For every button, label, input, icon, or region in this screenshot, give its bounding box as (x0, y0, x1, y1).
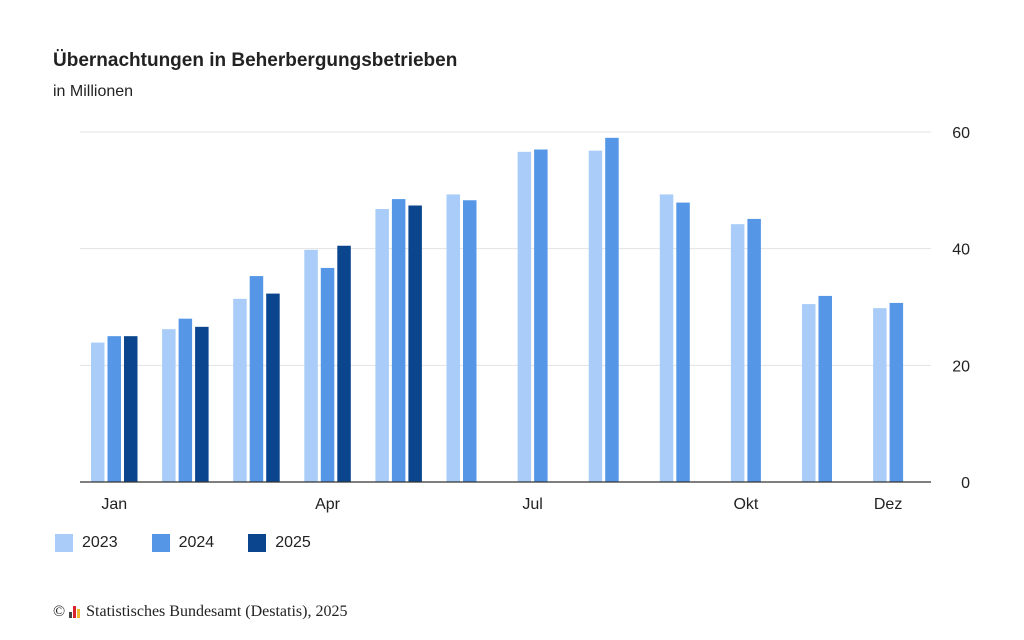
bar-2025 (124, 336, 138, 482)
footer-source-text: Statistisches Bundesamt (Destatis), 2025 (86, 603, 348, 620)
legend-label: 2025 (275, 534, 311, 551)
bar-2024 (463, 200, 477, 482)
x-tick-label: Jan (101, 496, 127, 513)
bar-2024 (107, 336, 121, 482)
bar-2024 (391, 199, 406, 483)
bar-2023 (873, 308, 887, 482)
destatis-logo-icon (69, 606, 81, 618)
bar-2025 (337, 245, 351, 482)
bar-2023 (802, 304, 816, 482)
legend-swatch (55, 534, 73, 552)
y-tick-label: 0 (961, 475, 970, 492)
bar-2024 (747, 218, 761, 482)
bar-2024 (534, 149, 548, 482)
legend: 2023 2024 2025 (55, 534, 311, 552)
bar-2024 (320, 267, 335, 482)
x-tick-label: Apr (315, 496, 341, 513)
bar-2024 (818, 295, 832, 482)
bar-2025 (408, 205, 422, 482)
bar-2025 (266, 293, 280, 482)
bar-2024 (249, 276, 264, 482)
bar-2023 (730, 224, 745, 482)
bar-2023 (659, 194, 674, 482)
bar-2023 (162, 329, 176, 482)
footer: © Statistisches Bundesamt (Destatis), 20… (53, 603, 347, 621)
bar-2024 (889, 302, 904, 482)
legend-swatch (248, 534, 267, 552)
bar-2023 (446, 194, 460, 482)
x-tick-label: Okt (733, 496, 758, 513)
legend-label: 2024 (178, 534, 215, 551)
bar-2023 (91, 342, 105, 482)
chart-subtitle: in Millionen (53, 83, 134, 100)
chart-title: Übernachtungen in Beherbergungsbetrieben (53, 50, 458, 71)
legend-label: 2023 (82, 534, 118, 551)
bar-2023 (517, 151, 532, 483)
bar-2024 (676, 202, 690, 483)
legend-item-2025: 2025 (248, 534, 311, 552)
bar-2023 (304, 249, 318, 482)
x-tick-label: Dez (874, 496, 902, 513)
bar-2023 (375, 209, 389, 482)
legend-item-2023: 2023 (55, 534, 118, 552)
bar-2024 (178, 318, 193, 482)
y-tick-label: 20 (952, 358, 970, 375)
bar-2024 (605, 137, 619, 483)
legend-item-2024: 2024 (151, 534, 215, 552)
bar-2025 (195, 326, 209, 482)
copyright-symbol: © (53, 603, 66, 620)
y-tick-label: 40 (952, 242, 970, 259)
x-tick-label: Jul (522, 496, 542, 513)
bar-2023 (233, 298, 247, 482)
bar-2023 (588, 150, 603, 482)
y-tick-label: 60 (952, 125, 970, 142)
legend-swatch (151, 534, 170, 552)
